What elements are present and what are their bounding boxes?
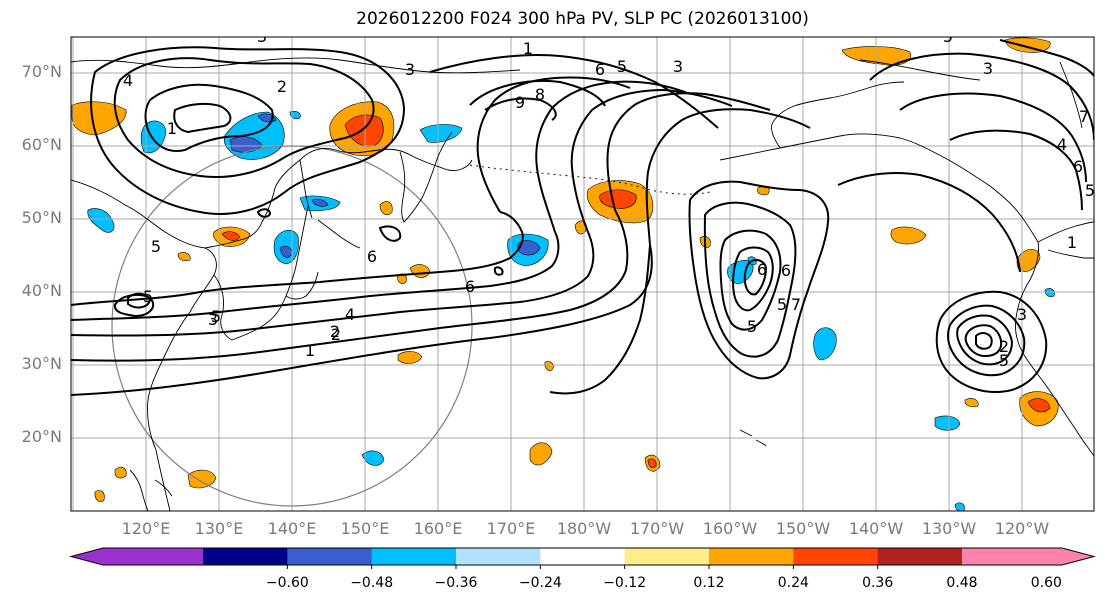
coastlines bbox=[71, 57, 1094, 511]
contour-label: 1 bbox=[1067, 233, 1077, 252]
range-circle bbox=[111, 145, 473, 507]
contour-label: 4 bbox=[123, 71, 133, 90]
lat-label-60n: 60°N bbox=[21, 135, 62, 154]
lon-label-170e: 170°E bbox=[486, 519, 536, 538]
colorbar-tick: −0.48 bbox=[350, 575, 394, 591]
contour-label: 2 bbox=[330, 322, 340, 341]
lon-label-150e: 150°E bbox=[340, 519, 390, 538]
lat-label-20n: 20°N bbox=[21, 427, 62, 446]
lon-label-160w: 160°W bbox=[702, 519, 758, 538]
contour-label: 6 bbox=[757, 260, 767, 279]
colorbar-band bbox=[456, 548, 541, 565]
lon-label-130w: 130°W bbox=[921, 519, 977, 538]
contour-label: 6 bbox=[1073, 157, 1083, 176]
lon-label-140w: 140°W bbox=[848, 519, 904, 538]
contour-label: 5 bbox=[999, 351, 1009, 370]
lat-label-30n: 30°N bbox=[21, 354, 62, 373]
contour-label: 6 bbox=[367, 247, 377, 266]
colorbar-extend-high bbox=[962, 548, 1094, 565]
map-title: 2026012200 F024 300 hPa PV, SLP PC (2026… bbox=[356, 9, 809, 29]
colorbar-band bbox=[624, 548, 710, 565]
contour-label: 7 bbox=[1079, 107, 1089, 126]
contour-label: 3 bbox=[1017, 305, 1027, 324]
colorbar-band bbox=[793, 548, 879, 565]
contour-label: 5 bbox=[211, 307, 221, 326]
colorbar-outline bbox=[69, 547, 1096, 566]
contour-label: 5 bbox=[943, 27, 953, 46]
colorbar-band bbox=[877, 548, 963, 565]
contour-label: 1 bbox=[305, 341, 315, 360]
contour-label: 5 bbox=[747, 317, 757, 336]
lon-label-140e: 140°E bbox=[267, 519, 317, 538]
map-area: 1 2 3 4 5 6 6 5 3 2 1 9 8 5 3 6 5 6 4 2 … bbox=[71, 27, 1095, 511]
contour-label: 5 bbox=[143, 287, 153, 306]
pv-positive-shading bbox=[71, 37, 1059, 502]
contour-label: 4 bbox=[1057, 135, 1067, 154]
colorbar-band bbox=[371, 548, 457, 565]
contour-label: 6 bbox=[781, 261, 791, 280]
colorbar-band bbox=[709, 548, 794, 565]
contour-label: 8 bbox=[535, 85, 545, 104]
contour-label: 4 bbox=[345, 305, 355, 324]
contour-label: 3 bbox=[405, 60, 415, 79]
contour-label: 5 bbox=[617, 57, 627, 76]
colorbar-tick: 0.60 bbox=[1030, 575, 1062, 591]
contour-label: 2 bbox=[331, 325, 341, 344]
colorbar-band bbox=[287, 548, 373, 565]
lon-label-150w: 150°W bbox=[775, 519, 831, 538]
lat-label-70n: 70°N bbox=[21, 62, 62, 81]
contour-label: 1 bbox=[167, 119, 177, 138]
contour-label: 6 bbox=[465, 277, 475, 296]
map-frame bbox=[70, 36, 1095, 512]
colorbar-band bbox=[540, 548, 626, 565]
contour-label: 5 bbox=[777, 295, 787, 314]
contour-label: 6 bbox=[595, 60, 605, 79]
colorbar-tick: 0.36 bbox=[862, 575, 894, 591]
contour-label: 3 bbox=[673, 57, 683, 76]
lon-label-180w: 180°W bbox=[556, 519, 612, 538]
contour-label: 2 bbox=[999, 337, 1009, 356]
contour-label: 3 bbox=[257, 27, 267, 46]
colorbar-tick: 0.12 bbox=[693, 575, 725, 591]
lon-label-120e: 120°E bbox=[121, 519, 171, 538]
colorbar-tick: −0.12 bbox=[603, 575, 647, 591]
contour-label: 7 bbox=[791, 295, 801, 314]
lat-label-50n: 50°N bbox=[21, 208, 62, 227]
lat-label-40n: 40°N bbox=[21, 281, 62, 300]
colorbar-tick: −0.36 bbox=[434, 575, 478, 591]
contour-label: 5 bbox=[1085, 181, 1095, 200]
contour-label: 3 bbox=[983, 59, 993, 78]
contour-label: 9 bbox=[515, 93, 525, 112]
colorbar-extend-low bbox=[71, 548, 203, 565]
contour-label: 2 bbox=[277, 77, 287, 96]
colorbar-tick: −0.24 bbox=[518, 575, 562, 591]
contour-labels: 1 2 3 4 5 6 6 5 3 2 1 9 8 5 3 6 5 6 4 2 … bbox=[123, 27, 1095, 370]
colorbar-tick: −0.60 bbox=[265, 575, 309, 591]
lon-label-170w: 170°W bbox=[629, 519, 685, 538]
contour-label: 1 bbox=[523, 39, 533, 58]
colorbar-tick: 0.24 bbox=[777, 575, 809, 591]
lon-label-120w: 120°W bbox=[994, 519, 1050, 538]
colorbar bbox=[69, 547, 1096, 569]
slp-contours bbox=[71, 39, 1094, 396]
colorbar-tick: 0.48 bbox=[946, 575, 978, 591]
colorbar-band bbox=[203, 548, 288, 565]
contour-label: 5 bbox=[151, 237, 161, 256]
contour-label: 3 bbox=[208, 310, 218, 329]
lon-label-130e: 130°E bbox=[194, 519, 244, 538]
lon-label-160e: 160°E bbox=[413, 519, 463, 538]
